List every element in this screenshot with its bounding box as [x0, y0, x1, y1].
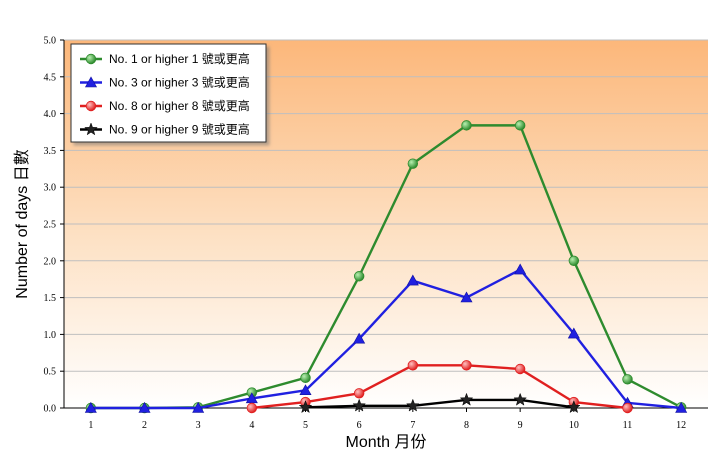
x-tick-labels: 1 2 3 4 5 6 7 8 9 10 11 12 [88, 408, 686, 431]
legend-label: No. 3 or higher 3 號或更高 [109, 75, 250, 90]
data-point [460, 291, 473, 303]
legend-label: No. 8 or higher 8 號或更高 [109, 98, 250, 113]
series-line [90, 268, 682, 410]
legend: No. 1 or higher 1 號或更高 No. 3 or higher 3 … [70, 43, 267, 143]
y-tick-label: 3.5 [44, 146, 57, 157]
series-4 [298, 392, 581, 414]
x-tick-label: 1 [88, 420, 93, 431]
y-tick-label: 4.0 [44, 109, 57, 120]
data-point [352, 398, 367, 412]
data-point [567, 327, 580, 339]
y-tick-labels: 0.0 0.5 1.0 1.5 2.0 2.5 3.0 3.5 4.0 4.5 5.0 [44, 36, 64, 415]
x-tick-label: 8 [464, 420, 469, 431]
y-tick-label: 2.0 [44, 256, 57, 267]
x-tick-label: 9 [518, 420, 523, 431]
legend-label: No. 9 or higher 9 號或更高 [109, 122, 250, 137]
data-point [246, 402, 258, 414]
series-layer [84, 120, 688, 414]
legend-marker [85, 53, 97, 65]
data-point [459, 392, 474, 406]
data-point [353, 388, 365, 399]
data-point [514, 263, 527, 275]
x-tick-label: 11 [623, 420, 633, 431]
y-tick-label: 0.5 [44, 367, 57, 378]
x-tick-label: 5 [303, 420, 308, 431]
legend-box [70, 43, 267, 143]
legend-label: No. 1 or higher 1 號或更高 [109, 51, 250, 66]
legend-marker [84, 76, 98, 88]
legend-marker [84, 122, 98, 136]
x-tick-label: 12 [676, 420, 686, 431]
data-point [622, 402, 633, 414]
series-line [251, 364, 628, 410]
data-point [514, 120, 526, 131]
data-point [566, 400, 581, 414]
data-point [514, 363, 526, 375]
data-point [138, 401, 151, 413]
x-axis-title: Month 月份 [346, 433, 427, 451]
data-point [298, 400, 313, 414]
x-tick-label: 6 [357, 420, 362, 431]
y-tick-label: 2.5 [44, 220, 57, 231]
legend-item: No. 8 or higher 8 號或更高 [80, 98, 250, 113]
y-tick-label: 1.5 [44, 293, 57, 304]
y-tick-label: 0.0 [44, 404, 57, 415]
data-point [675, 401, 688, 413]
data-point [405, 398, 420, 412]
data-point [461, 360, 472, 371]
y-axis-title: Number of days 日數 [13, 149, 31, 298]
legend-item: No. 9 or higher 9 號或更高 [80, 122, 250, 137]
legend-item: No. 1 or higher 1 號或更高 [80, 51, 250, 66]
y-tick-label: 5.0 [44, 36, 57, 47]
data-point [622, 374, 633, 385]
data-point [84, 401, 97, 413]
y-tick-label: 1.0 [44, 330, 57, 341]
y-tick-label: 3.0 [44, 183, 57, 194]
x-tick-label: 3 [196, 420, 201, 431]
data-point [568, 255, 580, 266]
x-tick-label: 4 [249, 420, 254, 431]
series-line [305, 398, 574, 409]
data-point [300, 372, 311, 384]
data-point [192, 401, 205, 413]
data-point [461, 120, 472, 131]
data-point [406, 274, 419, 286]
data-point [407, 360, 419, 371]
data-point [353, 271, 365, 282]
y-tick-label: 4.5 [44, 72, 57, 83]
x-tick-label: 7 [410, 420, 415, 431]
x-tick-label: 2 [142, 420, 147, 431]
legend-marker [85, 100, 97, 112]
data-point [353, 332, 366, 344]
x-tick-label: 10 [569, 420, 579, 431]
data-point [407, 158, 419, 169]
data-point [299, 384, 312, 396]
legend-item: No. 3 or higher 3 號或更高 [80, 75, 250, 90]
data-point [513, 392, 528, 406]
